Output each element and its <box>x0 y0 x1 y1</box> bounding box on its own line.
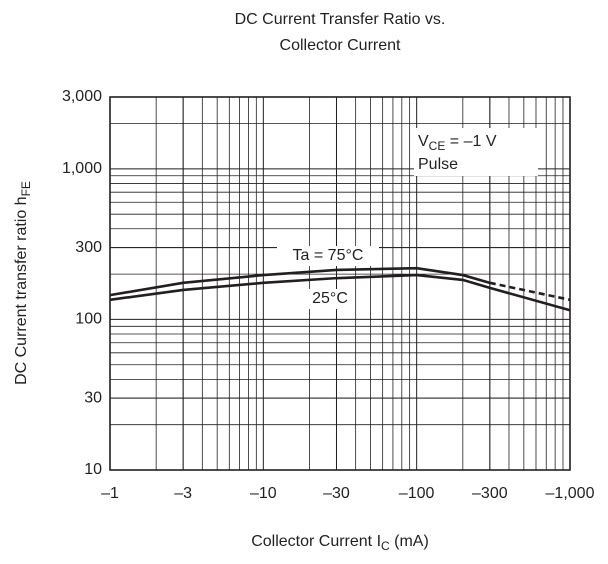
label-bg <box>307 289 353 309</box>
series-label: 25°C <box>312 290 348 307</box>
x-tick-label: –100 <box>399 485 435 502</box>
chart-title: DC Current Transfer Ratio vs. <box>235 11 446 28</box>
x-axis-label-text: Collector Current I <box>251 533 381 550</box>
y-axis-label: DC Current transfer ratio hFE <box>13 181 33 385</box>
series-line <box>489 281 571 302</box>
x-axis-label-sub: C <box>381 539 390 553</box>
annotation: Pulse <box>418 156 458 173</box>
x-tick-label: –1,000 <box>546 485 595 502</box>
x-tick-label: –10 <box>250 485 277 502</box>
y-tick-label: 10 <box>84 461 102 478</box>
x-axis-label: Collector Current IC (mA) <box>251 533 429 553</box>
y-tick-label: 3,000 <box>62 88 102 105</box>
annotation-rest: = –1 V <box>445 133 496 150</box>
x-tick-label: –1 <box>101 485 119 502</box>
annotation-text: V <box>418 133 429 150</box>
annotation-bg <box>414 128 538 176</box>
annotation: VCE = –1 V <box>418 133 497 153</box>
x-axis-label-rest: (mA) <box>390 533 429 550</box>
series-label: Ta = 75°C <box>293 247 364 264</box>
series-line <box>109 266 491 297</box>
y-tick-label: 300 <box>75 239 102 256</box>
y-tick-label: 100 <box>75 311 102 328</box>
x-tick-label: –30 <box>323 485 350 502</box>
y-axis-label-text: DC Current transfer ratio h <box>13 196 30 385</box>
y-tick-label: 1,000 <box>62 160 102 177</box>
y-axis-label-sub: FE <box>19 181 33 196</box>
x-tick-label: –300 <box>472 485 508 502</box>
y-tick-label: 30 <box>84 389 102 406</box>
label-bg <box>277 246 379 266</box>
plot-frame <box>109 96 571 471</box>
annotation-sub: CE <box>429 139 446 153</box>
x-tick-label: –3 <box>174 485 192 502</box>
series-line <box>109 273 571 312</box>
chart-title: Collector Current <box>280 37 401 54</box>
